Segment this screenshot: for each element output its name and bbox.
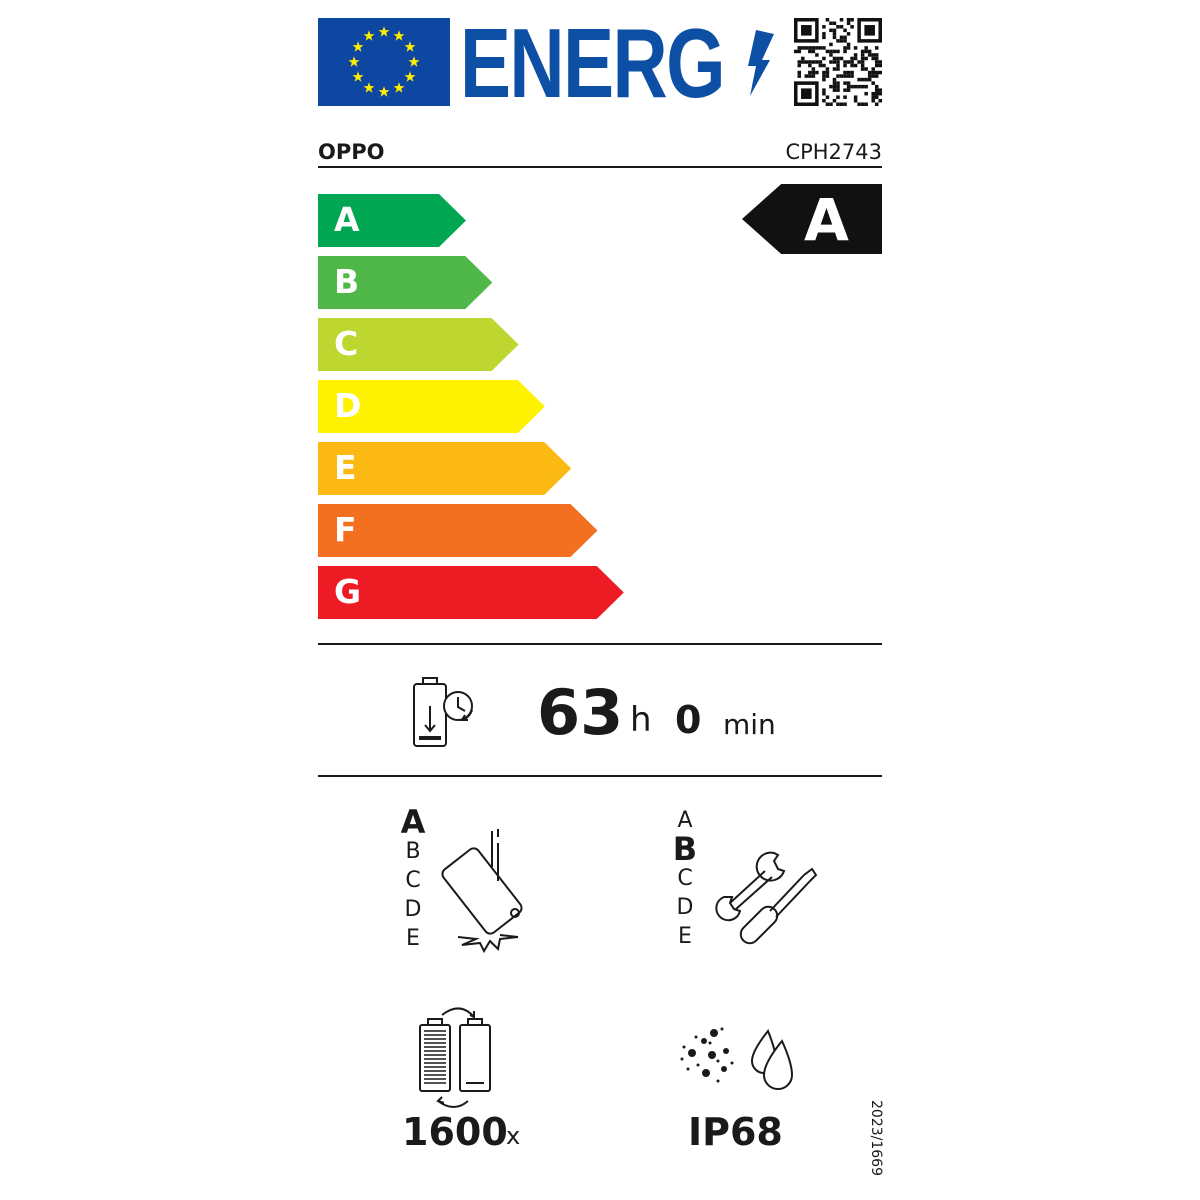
model-identifier: CPH2743	[785, 140, 882, 164]
qr-code[interactable]	[794, 18, 882, 106]
star-icon	[404, 41, 416, 52]
star-icon	[378, 86, 390, 97]
endurance-minutes: 0	[675, 698, 702, 742]
supplier-name: OPPO	[318, 140, 385, 164]
dust-water-icon	[680, 1027, 794, 1090]
eu-flag	[318, 18, 450, 106]
battery-cycles-unit: x	[506, 1122, 521, 1150]
energy-class-bar-G: G	[318, 566, 624, 619]
class-letter: A	[677, 808, 693, 833]
energy-class-label: G	[334, 572, 362, 611]
battery-cycles-value: 1600	[402, 1110, 508, 1154]
energy-class-label: E	[334, 448, 357, 487]
star-icon	[348, 56, 360, 67]
energy-logo: ENERG	[460, 8, 726, 118]
phone-drop-icon	[441, 829, 523, 954]
energy-class-label: B	[334, 262, 360, 301]
star-icon	[404, 71, 416, 82]
class-letter: E	[678, 924, 692, 949]
eu-stars-icon	[348, 26, 420, 97]
star-icon	[352, 71, 364, 82]
energy-class-bar-D: D	[318, 380, 545, 433]
class-letter: C	[405, 868, 421, 893]
star-icon	[393, 82, 405, 93]
energy-class-bar-B: B	[318, 256, 493, 309]
class-letter: E	[406, 926, 420, 951]
class-letter: B	[672, 830, 698, 868]
repair-tools-icon	[715, 851, 818, 945]
class-letter: B	[405, 839, 421, 864]
star-icon	[352, 41, 364, 52]
lightning-icon	[748, 30, 774, 96]
star-icon	[378, 26, 390, 37]
endurance-hours: 63	[537, 676, 624, 749]
star-icon	[408, 56, 420, 67]
battery-cycles-icon	[419, 1007, 491, 1108]
star-icon	[363, 82, 375, 93]
divider	[318, 775, 882, 777]
energy-rating-arrow: A	[742, 184, 882, 254]
regulation-number: 2023/1669	[868, 1100, 884, 1176]
energy-rating: A	[804, 186, 849, 254]
energy-class-bar-E: E	[318, 442, 572, 495]
class-letter: A	[400, 803, 426, 841]
energy-class-bar-C: C	[318, 318, 519, 371]
energy-class-label: A	[334, 200, 360, 239]
class-letter: C	[677, 866, 693, 891]
energy-class-label: C	[334, 324, 359, 363]
ingress-protection-rating: IP68	[688, 1110, 783, 1154]
divider	[318, 643, 882, 645]
energy-class-bar-F: F	[318, 504, 598, 557]
energy-class-bar-A: A	[318, 194, 466, 247]
star-icon	[393, 30, 405, 41]
class-letter: D	[404, 897, 422, 922]
minutes-unit: min	[723, 708, 776, 741]
battery-endurance-icon	[413, 677, 473, 747]
energy-class-label: D	[334, 386, 362, 425]
divider	[318, 166, 882, 168]
hours-unit: h	[630, 700, 652, 740]
energy-class-label: F	[334, 510, 357, 549]
star-icon	[363, 30, 375, 41]
class-letter: D	[676, 895, 694, 920]
